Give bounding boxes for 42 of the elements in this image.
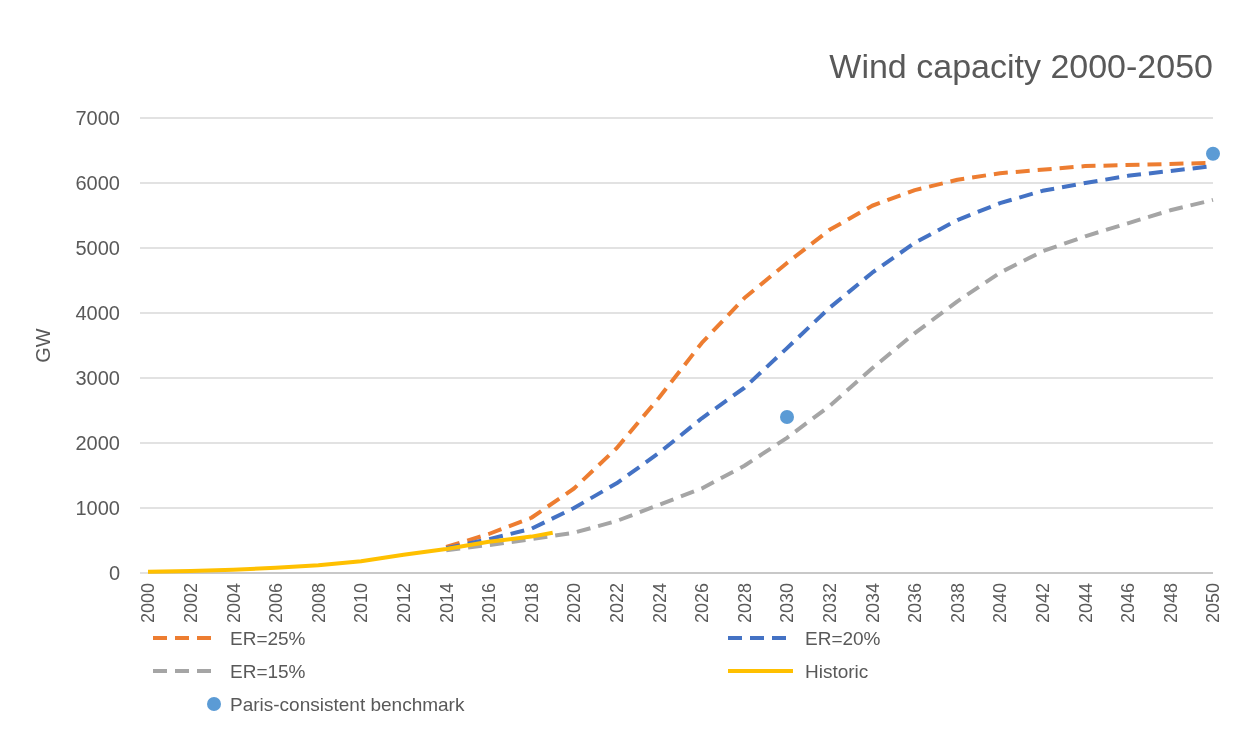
x-tick-label: 2028 xyxy=(734,583,755,624)
y-tick-label: 3000 xyxy=(75,367,120,389)
x-tick-label: 2018 xyxy=(521,583,542,624)
y-tick-label: 5000 xyxy=(75,237,120,259)
chart-title: Wind capacity 2000-2050 xyxy=(829,47,1213,85)
legend-label: ER=25% xyxy=(230,627,306,649)
x-tick-label: 2036 xyxy=(905,583,926,624)
x-tick-label: 2034 xyxy=(862,583,883,624)
x-tick-label: 2038 xyxy=(947,583,968,624)
x-tick-label: 2030 xyxy=(777,583,798,624)
x-tick-label: 2026 xyxy=(692,583,713,624)
x-tick-label: 2024 xyxy=(649,583,670,624)
x-tick-label: 2020 xyxy=(564,583,585,624)
x-tick-label: 2022 xyxy=(606,583,627,624)
x-tick-label: 2012 xyxy=(393,583,414,624)
x-tick-label: 2046 xyxy=(1118,583,1139,624)
y-tick-label: 0 xyxy=(108,562,120,584)
x-tick-label: 2002 xyxy=(180,583,201,624)
x-tick-label: 2006 xyxy=(266,583,287,624)
legend-label: Historic xyxy=(805,660,869,682)
line-series xyxy=(146,530,555,574)
x-tick-label: 2042 xyxy=(1032,583,1053,624)
x-tick-label: 2000 xyxy=(138,583,159,624)
legend-label: ER=15% xyxy=(230,660,306,682)
y-tick-label: 6000 xyxy=(75,172,120,194)
x-tick-label: 2044 xyxy=(1075,583,1096,624)
x-tick-label: 2048 xyxy=(1160,583,1181,624)
x-tick-label: 2016 xyxy=(479,583,500,624)
y-tick-label: 1000 xyxy=(75,497,120,519)
y-axis-title: GW xyxy=(32,328,54,363)
y-tick-label: 7000 xyxy=(75,107,120,129)
x-tick-label: 2050 xyxy=(1203,583,1224,624)
y-tick-label: 2000 xyxy=(75,432,120,454)
x-tick-label: 2008 xyxy=(308,583,329,624)
x-tick-label: 2014 xyxy=(436,583,457,624)
legend-label: Paris-consistent benchmark xyxy=(230,693,465,715)
legend-label: ER=20% xyxy=(805,627,881,649)
x-tick-label: 2032 xyxy=(819,583,840,624)
y-tick-label: 4000 xyxy=(75,302,120,324)
x-tick-label: 2040 xyxy=(990,583,1011,624)
x-tick-label: 2010 xyxy=(351,583,372,624)
x-tick-label: 2004 xyxy=(223,583,244,624)
